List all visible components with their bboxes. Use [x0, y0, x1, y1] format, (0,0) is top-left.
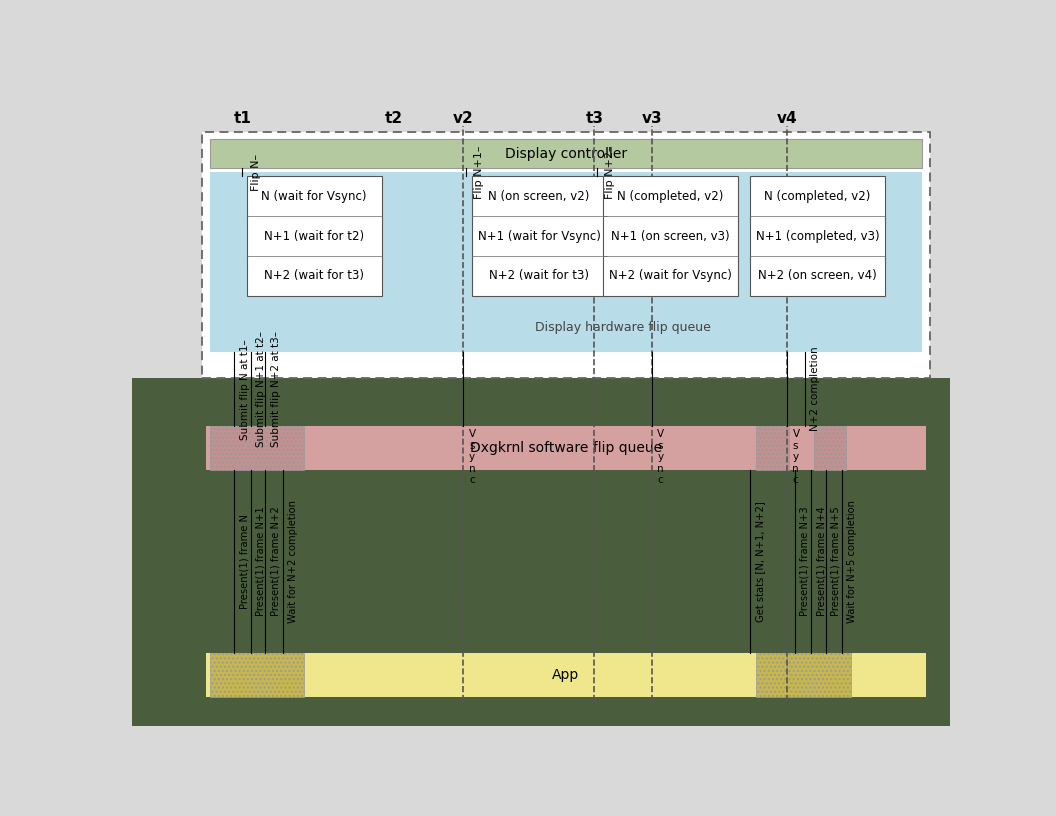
Bar	[206, 653, 926, 697]
Text: N+1 (wait for Vsync): N+1 (wait for Vsync)	[477, 229, 601, 242]
Bar	[206, 426, 926, 470]
Text: N (wait for Vsync): N (wait for Vsync)	[261, 190, 366, 203]
Text: v4: v4	[776, 110, 797, 126]
Text: v2: v2	[453, 110, 474, 126]
Bar	[210, 139, 922, 168]
Text: N+2 completion: N+2 completion	[810, 347, 821, 432]
Bar	[603, 176, 737, 296]
Text: App: App	[552, 667, 580, 681]
Text: V
s
y
n
c: V s y n c	[658, 429, 664, 486]
Text: Wait for N+2 completion: Wait for N+2 completion	[288, 500, 298, 623]
Text: Present(1) frame N+3: Present(1) frame N+3	[799, 507, 810, 616]
Text: Submit flip N+2 at t3–: Submit flip N+2 at t3–	[271, 331, 281, 447]
Text: Present(1) frame N+5: Present(1) frame N+5	[831, 507, 841, 616]
Bar	[210, 172, 922, 353]
Text: N+2 (on screen, v4): N+2 (on screen, v4)	[758, 269, 876, 282]
Text: Display controller: Display controller	[505, 147, 627, 161]
Text: V
s
y
n
c: V s y n c	[792, 429, 799, 486]
Text: Flip N+1–: Flip N+1–	[474, 145, 484, 199]
Text: t2: t2	[384, 110, 403, 126]
Text: Flip N+2–: Flip N+2–	[605, 145, 615, 199]
Bar	[756, 426, 789, 470]
Text: t1: t1	[233, 110, 251, 126]
Bar	[814, 426, 847, 470]
Text: Display hardware flip queue: Display hardware flip queue	[535, 321, 711, 334]
Text: Present(1) frame N+1: Present(1) frame N+1	[256, 507, 265, 616]
Text: v3: v3	[641, 110, 662, 126]
Bar	[750, 176, 885, 296]
Text: N (on screen, v2): N (on screen, v2)	[489, 190, 590, 203]
Bar	[210, 426, 304, 470]
Text: N+2 (wait for t3): N+2 (wait for t3)	[264, 269, 364, 282]
Text: N+1 (wait for t2): N+1 (wait for t2)	[264, 229, 364, 242]
Bar	[247, 176, 381, 296]
Text: Wait for N+5 completion: Wait for N+5 completion	[847, 500, 857, 623]
Text: N (completed, v2): N (completed, v2)	[765, 190, 870, 203]
Bar	[132, 378, 950, 726]
Text: t3: t3	[585, 110, 603, 126]
Bar	[472, 176, 606, 296]
Text: Present(1) frame N: Present(1) frame N	[240, 514, 249, 609]
Text: Submit flip N at t1–: Submit flip N at t1–	[240, 339, 250, 440]
Text: Present(1) frame N+4: Present(1) frame N+4	[816, 507, 826, 616]
Bar	[210, 653, 304, 697]
Text: V
s
y
n
c: V s y n c	[469, 429, 476, 486]
Text: Flip N–: Flip N–	[250, 153, 261, 191]
Text: N+2 (wait for Vsync): N+2 (wait for Vsync)	[608, 269, 732, 282]
Text: Get stats [N, N+1, N+2]: Get stats [N, N+1, N+2]	[755, 501, 765, 622]
Text: N (completed, v2): N (completed, v2)	[617, 190, 723, 203]
Bar	[202, 132, 930, 378]
Text: N+1 (completed, v3): N+1 (completed, v3)	[756, 229, 880, 242]
Text: Submit flip N+1 at t2–: Submit flip N+1 at t2–	[257, 331, 266, 447]
Text: N+1 (on screen, v3): N+1 (on screen, v3)	[610, 229, 730, 242]
Text: Dxgkrnl software flip queue: Dxgkrnl software flip queue	[470, 441, 662, 455]
Text: N+2 (wait for t3): N+2 (wait for t3)	[489, 269, 589, 282]
Bar	[756, 653, 850, 697]
Text: Present(1) frame N+2: Present(1) frame N+2	[270, 507, 280, 616]
